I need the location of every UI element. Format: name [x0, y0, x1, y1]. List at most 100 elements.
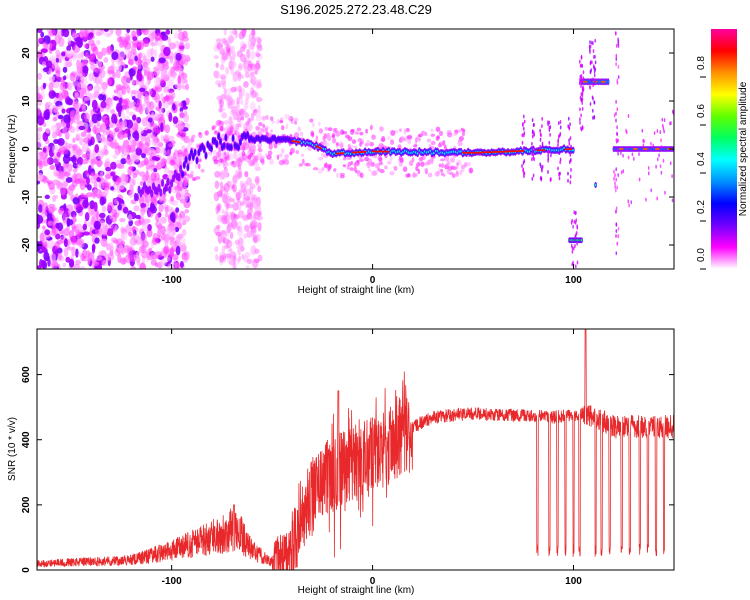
spectrogram-cell [57, 114, 64, 120]
spectrogram-cell [258, 122, 263, 127]
spectrogram-cell [617, 64, 620, 69]
spectrogram-cell [386, 160, 392, 165]
spectrogram-cell [164, 133, 170, 140]
spectrogram-cell [227, 222, 232, 233]
spectrogram-cell [446, 169, 451, 175]
spectrogram-cell [580, 54, 583, 59]
spectrogram-cell [231, 220, 237, 227]
spectrogram-cell [176, 182, 180, 189]
spectrogram-cell [669, 161, 672, 166]
spectrogram-cell [250, 75, 257, 86]
spectrogram-cell [523, 133, 525, 138]
y-tick-label: 0 [21, 146, 32, 152]
spectrogram-cell [285, 123, 289, 130]
spectrogram-cell [320, 147, 322, 150]
spectrogram-cell [299, 131, 304, 137]
spectrogram-cell [399, 138, 403, 143]
y-tick-label: -10 [21, 189, 32, 204]
spectrogram-cell [468, 167, 474, 174]
spectrogram-cell [167, 37, 172, 45]
spectrogram-cell [214, 246, 219, 253]
spectrogram-cell [46, 180, 53, 185]
spectrogram-cell [84, 212, 90, 222]
spectrogram-cell [671, 198, 674, 203]
spectrogram-cell [217, 133, 220, 139]
spectrogram-cell [617, 41, 619, 46]
spectrogram-cell [387, 136, 391, 141]
spectrogram-cell [335, 130, 341, 137]
spectrogram-cell [91, 113, 99, 124]
spectrogram-cell [615, 111, 617, 116]
spectrogram-cell [187, 141, 193, 146]
spectrogram-cell [242, 193, 247, 204]
spectrogram-cell [466, 161, 471, 167]
spectrogram-cell [574, 211, 577, 216]
spectrogram-cell [258, 148, 263, 153]
spectrogram-cell [138, 171, 146, 177]
spectrogram-cell [169, 212, 176, 222]
spectrogram-cell [615, 206, 618, 211]
spectrogram-cell [77, 231, 83, 238]
spectrogram-cell [67, 36, 72, 45]
spectrogram-cell [137, 127, 144, 135]
spectrogram-cell [55, 57, 59, 63]
spectrogram-cell [63, 114, 71, 124]
spectrogram-cell [223, 182, 230, 193]
spectrogram-cell [45, 128, 50, 134]
spectrogram-cell [615, 62, 617, 67]
spectrogram-cell [127, 214, 133, 222]
spectrogram-cell [88, 165, 92, 176]
spectrogram-cell [257, 104, 261, 113]
spectrogram-cell [384, 165, 388, 170]
spectrogram-cell [231, 184, 235, 189]
spectrogram-cell [220, 76, 227, 87]
spectrogram-cell [249, 145, 255, 151]
spectrogram-cell [95, 76, 100, 85]
spectrogram-cell [143, 173, 151, 180]
spectrogram-cell [68, 258, 75, 268]
y-tick-label: 0 [21, 567, 32, 573]
spectrogram-cell [130, 89, 138, 95]
spectrogram-cell [256, 44, 262, 50]
spectrogram-cell [106, 50, 113, 56]
spectrogram-cell [62, 75, 67, 81]
spectrogram-cell [83, 86, 87, 95]
spectrogram-cell [594, 183, 597, 187]
spectrogram-cell [579, 120, 581, 125]
spectrogram-cell [55, 49, 61, 56]
spectrogram-cell [333, 168, 337, 172]
spectrogram-cell [253, 161, 260, 172]
spectrogram-cell [217, 159, 222, 166]
spectrogram-cell [141, 207, 149, 213]
spectrogram-cell [539, 137, 542, 142]
spectrogram-cell [86, 192, 93, 198]
spectrogram-cell [109, 211, 113, 220]
spectrogram-cell [37, 92, 41, 98]
spectrogram-cell [184, 209, 190, 214]
spectrogram-cell [547, 156, 550, 161]
spectrogram-cell [49, 165, 56, 170]
spectrogram-cell [170, 159, 175, 165]
spectrogram-cell [580, 74, 583, 78]
spectrogram-cell [293, 120, 298, 125]
spectrogram-cell [233, 161, 238, 167]
spectrogram-cell [579, 117, 581, 122]
spectrogram-cell [575, 264, 577, 269]
spectrogram-cell [244, 171, 249, 178]
spectrogram-cell [424, 168, 429, 172]
spectrogram-cell [541, 124, 543, 129]
spectrogram-cell [359, 156, 363, 161]
spectrogram-cell [615, 251, 618, 256]
spectrogram-cell [83, 96, 90, 101]
spectrogram-cell [149, 101, 155, 111]
spectrogram-cell [533, 147, 536, 151]
spectrogram-cell [192, 154, 195, 160]
spectrogram-cell [216, 214, 223, 221]
spectrogram-cell [185, 83, 190, 91]
spectrogram-cell [229, 256, 235, 264]
spectrogram-cell [120, 110, 125, 120]
spectrogram-cell [139, 262, 147, 269]
spectrogram-cell [664, 190, 666, 195]
spectrogram-cell [368, 168, 372, 173]
spectrogram-cell [461, 166, 465, 173]
